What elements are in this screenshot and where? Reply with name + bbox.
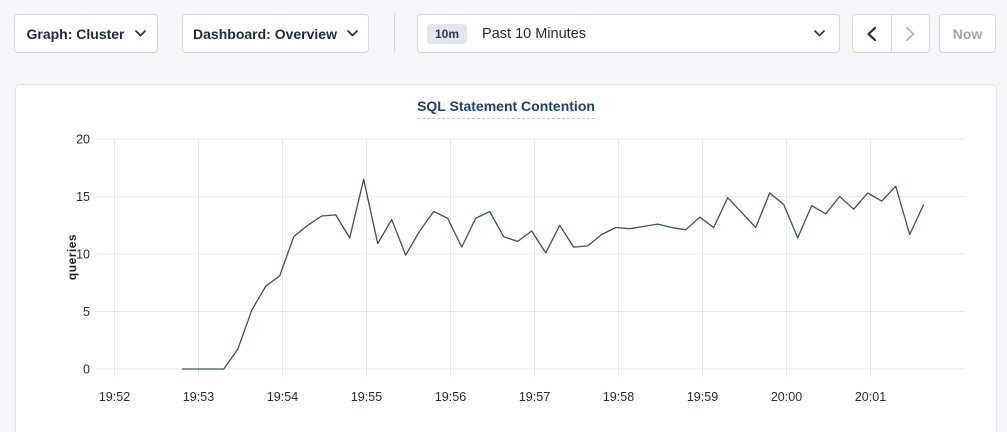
chart-card: 0 5 10 15 20 19:52 19:53 19:54 19:55 19:56 19:57 19…	[15, 84, 997, 432]
x-tick-label: 19:54	[267, 390, 298, 404]
dashboard-dropdown-label: Dashboard: Overview	[193, 25, 337, 42]
x-tick-label: 19:55	[351, 390, 382, 404]
series-line	[181, 178, 925, 370]
toolbar: Graph: Cluster Dashboard: Overview 10m P…	[0, 0, 1007, 70]
x-tick-label: 19:56	[435, 390, 466, 404]
x-tick-label: 19:57	[519, 390, 550, 404]
graph-dropdown-label: Graph: Cluster	[26, 25, 125, 42]
chevron-right-icon	[905, 26, 915, 41]
time-nav-group	[852, 14, 930, 53]
x-tick-label: 20:00	[771, 390, 802, 404]
graph-dropdown[interactable]: Graph: Cluster	[14, 14, 158, 53]
chevron-left-icon	[867, 26, 877, 41]
time-next-button[interactable]	[892, 15, 930, 52]
time-window-badge: 10m	[427, 23, 468, 44]
y-tick-label: 5	[83, 305, 90, 319]
y-tick-label: 10	[76, 248, 90, 262]
x-tick-label: 20:01	[855, 390, 886, 404]
sql-contention-chart: 0 5 10 15 20 19:52 19:53 19:54 19:55 19:56 19:57 19…	[65, 133, 965, 404]
chevron-down-icon	[347, 30, 358, 37]
time-range-label: Past 10 Minutes	[482, 25, 587, 42]
chevron-down-icon	[814, 30, 825, 37]
chart-title[interactable]: SQL Statement Contention	[417, 98, 595, 119]
x-tick-label: 19:53	[183, 390, 214, 404]
dashboard-dropdown[interactable]: Dashboard: Overview	[182, 14, 369, 53]
y-tick-label: 15	[76, 190, 90, 204]
time-range-dropdown[interactable]: 10m Past 10 Minutes	[417, 14, 840, 53]
x-tick-label: 19:58	[603, 390, 634, 404]
now-button[interactable]: Now	[939, 14, 996, 53]
x-tick-label: 19:52	[99, 390, 130, 404]
y-axis-label: queries	[65, 234, 79, 280]
y-tick-label: 0	[83, 363, 90, 377]
chevron-down-icon	[134, 30, 146, 37]
y-tick-label: 20	[76, 133, 90, 147]
time-prev-button[interactable]	[853, 15, 892, 52]
toolbar-divider	[394, 13, 395, 53]
chart-title-wrap: SQL Statement Contention	[16, 98, 996, 119]
x-tick-label: 19:59	[687, 390, 718, 404]
